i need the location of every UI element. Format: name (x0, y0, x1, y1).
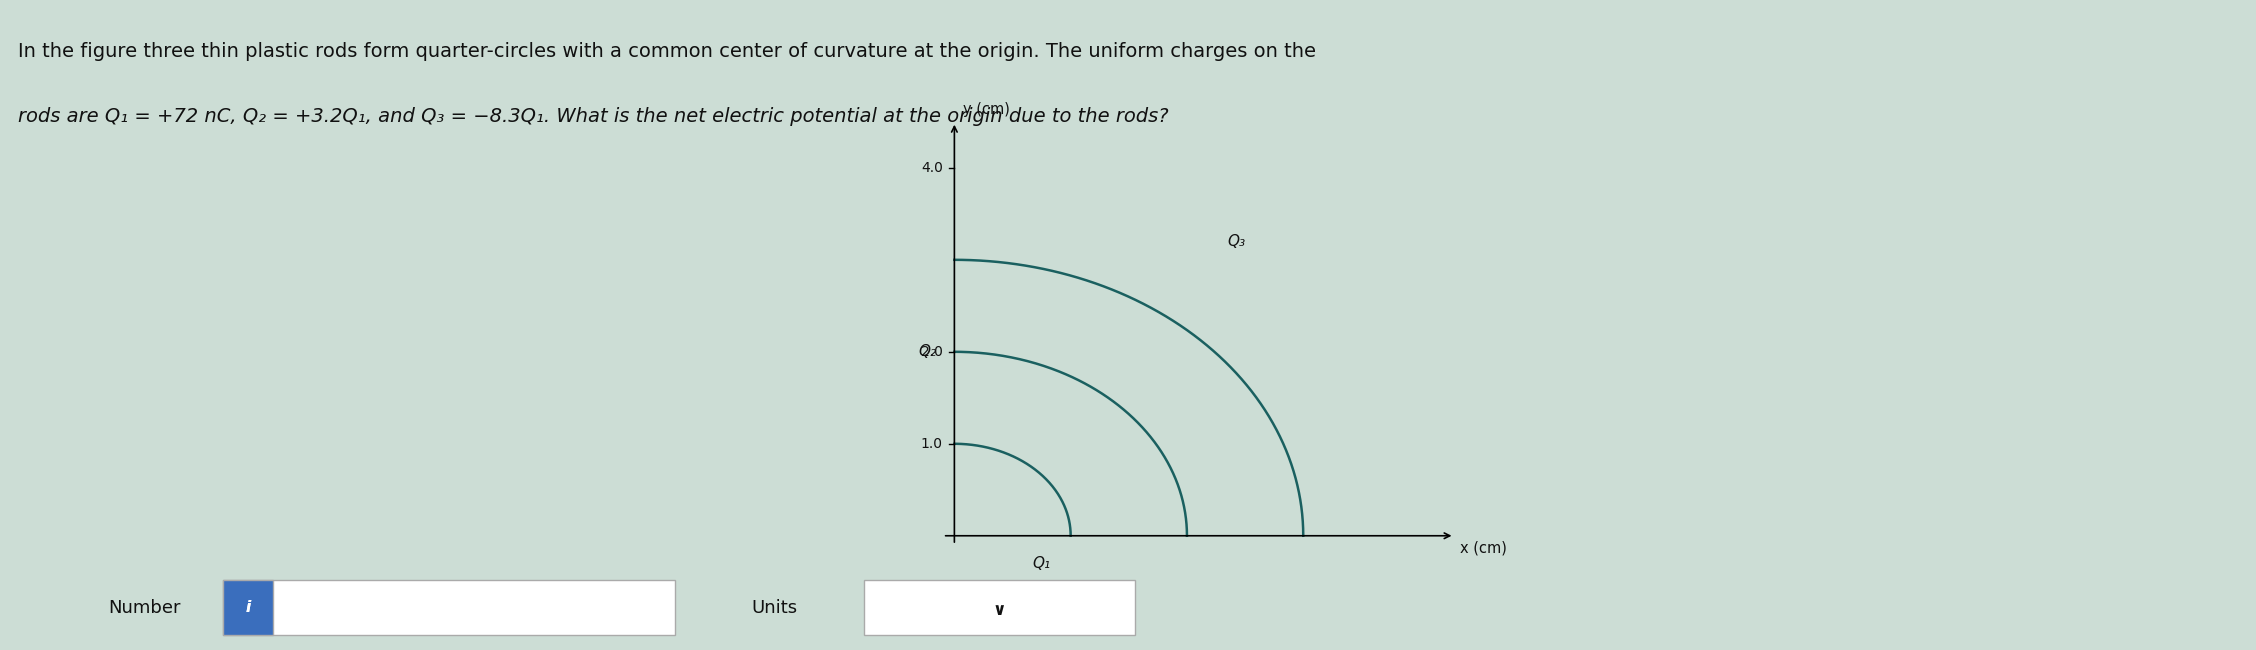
Text: Q₃: Q₃ (1227, 234, 1245, 249)
Text: ∨: ∨ (993, 601, 1006, 619)
Text: In the figure three thin plastic rods form quarter-circles with a common center : In the figure three thin plastic rods fo… (18, 42, 1315, 61)
Text: Number: Number (108, 599, 180, 617)
Text: i: i (246, 600, 250, 616)
FancyBboxPatch shape (864, 580, 1135, 635)
Text: 1.0: 1.0 (920, 437, 943, 451)
Text: Q₂: Q₂ (918, 344, 936, 359)
Text: 4.0: 4.0 (920, 161, 943, 175)
FancyBboxPatch shape (223, 580, 273, 635)
Text: Units: Units (751, 599, 796, 617)
Text: y (cm): y (cm) (963, 102, 1008, 117)
Text: 2.0: 2.0 (920, 344, 943, 359)
Text: i: i (246, 600, 250, 616)
Text: x (cm): x (cm) (1460, 540, 1507, 555)
Text: rods are Q₁ = +72 nC, Q₂ = +3.2Q₁, and Q₃ = −8.3Q₁. What is the net electric pot: rods are Q₁ = +72 nC, Q₂ = +3.2Q₁, and Q… (18, 107, 1169, 126)
FancyBboxPatch shape (223, 580, 273, 635)
FancyBboxPatch shape (223, 580, 675, 635)
Text: Q₁: Q₁ (1033, 556, 1051, 571)
